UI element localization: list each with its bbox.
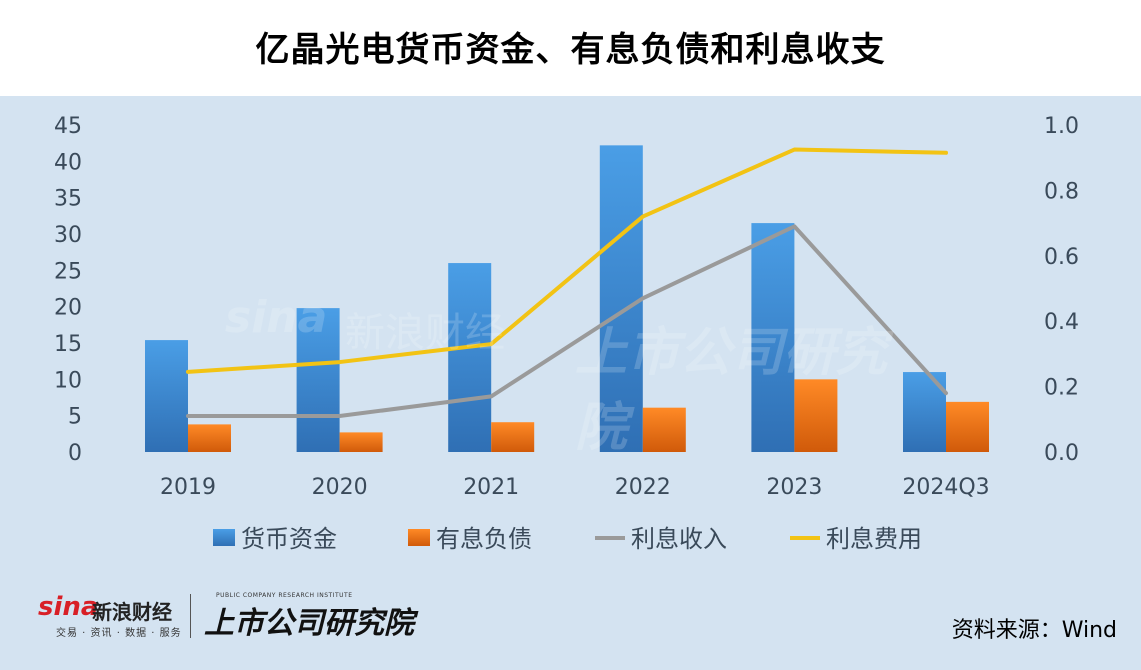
x-axis-tick: 2022 xyxy=(615,475,671,500)
left-axis-tick: 15 xyxy=(54,332,82,357)
sina-name: 新浪财经 xyxy=(92,600,172,624)
footer-divider xyxy=(190,594,191,638)
chart-title: 亿晶光电货币资金、有息负债和利息收支 xyxy=(255,30,886,70)
left-axis-tick: 10 xyxy=(54,368,82,393)
legend-item-3: 利息费用 xyxy=(790,525,922,553)
sina-logo-icon: sina xyxy=(38,592,99,622)
left-axis-tick: 35 xyxy=(54,187,82,212)
bar-cash-2022 xyxy=(599,145,643,452)
legend-label: 货币资金 xyxy=(241,525,337,553)
legend-label: 利息收入 xyxy=(631,525,727,553)
bar-cash-2023 xyxy=(751,223,795,452)
left-axis-tick: 30 xyxy=(54,223,82,248)
bar-debt-2022 xyxy=(642,407,686,452)
left-axis-tick: 20 xyxy=(54,296,82,321)
left-axis-tick: 45 xyxy=(54,114,82,139)
bar-cash-2021 xyxy=(448,263,492,452)
line-interest-expense xyxy=(186,147,948,374)
bar-debt-2020 xyxy=(339,432,383,452)
right-axis-tick: 0.2 xyxy=(1044,376,1079,401)
right-axis-tick: 1.0 xyxy=(1044,114,1079,139)
bar-cash-2020 xyxy=(296,308,340,452)
footer-logo: sina 新浪财经 交易 · 资讯 · 数据 · 服务 PUBLIC COMPA… xyxy=(38,592,418,642)
x-axis-tick: 2023 xyxy=(766,475,822,500)
x-axis-tick: 2019 xyxy=(160,475,216,500)
x-axis-tick: 2020 xyxy=(312,475,368,500)
left-axis-tick: 40 xyxy=(54,150,82,175)
source-note: 资料来源：Wind xyxy=(951,618,1117,643)
title-band xyxy=(0,0,1141,96)
legend-item-2: 利息收入 xyxy=(595,525,727,553)
legend-label: 有息负债 xyxy=(436,525,532,553)
legend-swatch xyxy=(213,529,235,546)
bar-debt-2024Q3 xyxy=(946,401,989,452)
right-axis-tick: 0.8 xyxy=(1044,179,1079,204)
x-axis-tick: 2024Q3 xyxy=(902,475,989,500)
left-axis-tick: 0 xyxy=(68,441,82,466)
right-axis-tick: 0.6 xyxy=(1044,245,1079,270)
sina-tagline: 交易 · 资讯 · 数据 · 服务 xyxy=(56,628,182,639)
left-axis-tick: 25 xyxy=(54,259,82,284)
right-axis-tick: 0.0 xyxy=(1044,441,1079,466)
bar-debt-2023 xyxy=(794,379,838,452)
legend-item-1: 有息负债 xyxy=(408,525,532,553)
institute-english-name: PUBLIC COMPANY RESEARCH INSTITUTE xyxy=(216,592,353,599)
bar-cash-2019 xyxy=(145,340,188,452)
legend-swatch xyxy=(408,529,430,546)
left-axis-tick: 5 xyxy=(68,405,82,430)
bar-debt-2019 xyxy=(188,424,231,452)
legend-label: 利息费用 xyxy=(826,525,922,553)
institute-name: 上市公司研究院 xyxy=(204,606,414,641)
line-interest-income xyxy=(186,224,948,419)
x-axis-tick: 2021 xyxy=(463,475,519,500)
bar-debt-2021 xyxy=(491,422,535,452)
legend-item-0: 货币资金 xyxy=(213,525,337,553)
right-axis-tick: 0.4 xyxy=(1044,310,1079,335)
